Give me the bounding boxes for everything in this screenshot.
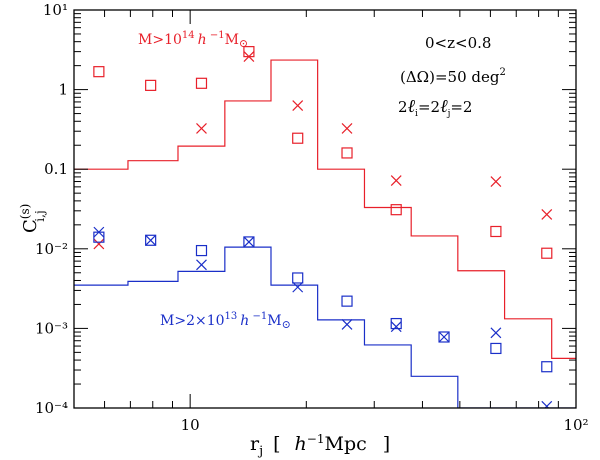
y-tick-label: 10¹ — [43, 1, 68, 19]
square-marker-high-mass — [145, 79, 157, 91]
cross-marker-high-mass — [390, 175, 402, 186]
square-marker-high-mass — [341, 147, 353, 159]
square-marker-low-mass — [438, 331, 450, 343]
square-marker-low-mass — [292, 272, 304, 284]
y-tick-label: 10⁻³ — [35, 319, 68, 337]
square-marker-high-mass — [541, 247, 553, 259]
annotation-redshift: 0<z<0.8 — [425, 34, 491, 52]
cross-marker-low-mass — [541, 400, 553, 408]
square-marker-high-mass — [292, 132, 304, 144]
square-marker-high-mass — [390, 204, 402, 216]
x-tick-label: 10² — [563, 416, 588, 434]
series-label-low-mass: M>2×1013 h −1M⊙ — [160, 311, 291, 331]
x-tick-label: 10 — [181, 416, 200, 434]
x-axis-title: rj[h−1Mpc] — [250, 432, 390, 459]
square-marker-low-mass — [541, 361, 553, 373]
cross-marker-high-mass — [196, 123, 207, 134]
cross-marker-low-mass — [196, 259, 207, 271]
step-line-low-mass — [74, 246, 576, 408]
cross-marker-high-mass — [490, 176, 502, 187]
cross-marker-high-mass — [292, 100, 304, 111]
square-marker-high-mass — [490, 225, 502, 238]
cross-marker-high-mass — [541, 209, 553, 220]
square-marker-low-mass — [243, 236, 255, 248]
svg-text:rj[h−1Mpc]: rj[h−1Mpc] — [250, 432, 390, 459]
annotation-area: (ΔΩ)=50 deg2 — [400, 67, 506, 86]
cross-marker-low-mass — [490, 327, 502, 339]
cross-marker-low-mass — [390, 321, 402, 333]
cross-marker-low-mass — [145, 234, 157, 246]
plot-area — [74, 46, 576, 408]
y-tick-label: 1 — [58, 81, 68, 99]
series-label-high-mass: M>1014 h −1M⊙ — [138, 30, 248, 50]
square-marker-high-mass — [93, 66, 105, 78]
y-tick-label: 10⁻⁴ — [35, 399, 68, 417]
cross-marker-low-mass — [292, 281, 304, 293]
y-axis-title: C(s)i,j — [18, 204, 47, 233]
plot-frame — [73, 9, 577, 409]
svg-text:C(s)i,j: C(s)i,j — [18, 204, 47, 233]
square-marker-low-mass — [195, 244, 208, 257]
cross-marker-high-mass — [243, 51, 255, 62]
cross-marker-low-mass — [243, 236, 255, 248]
step-line-high-mass — [74, 59, 576, 359]
axes: 10 10² 10⁻⁴ 10⁻³ 10⁻² 0.1 1 10¹ — [35, 1, 589, 434]
square-marker-low-mass — [490, 342, 502, 355]
cross-marker-low-mass — [438, 331, 450, 343]
y-tick-label: 0.1 — [44, 160, 68, 178]
cross-marker-low-mass — [341, 319, 353, 330]
cross-marker-high-mass — [93, 238, 105, 250]
square-marker-high-mass — [195, 77, 208, 89]
square-marker-low-mass — [390, 317, 402, 330]
square-marker-low-mass — [145, 234, 157, 246]
annotation-multipoles: 2ℓi=2ℓj=2 — [398, 96, 472, 119]
y-tick-label: 10⁻² — [35, 240, 68, 258]
cross-marker-high-mass — [341, 123, 353, 134]
cross-marker-low-mass — [93, 226, 105, 238]
square-marker-low-mass — [341, 295, 353, 307]
series-layer — [74, 46, 576, 408]
